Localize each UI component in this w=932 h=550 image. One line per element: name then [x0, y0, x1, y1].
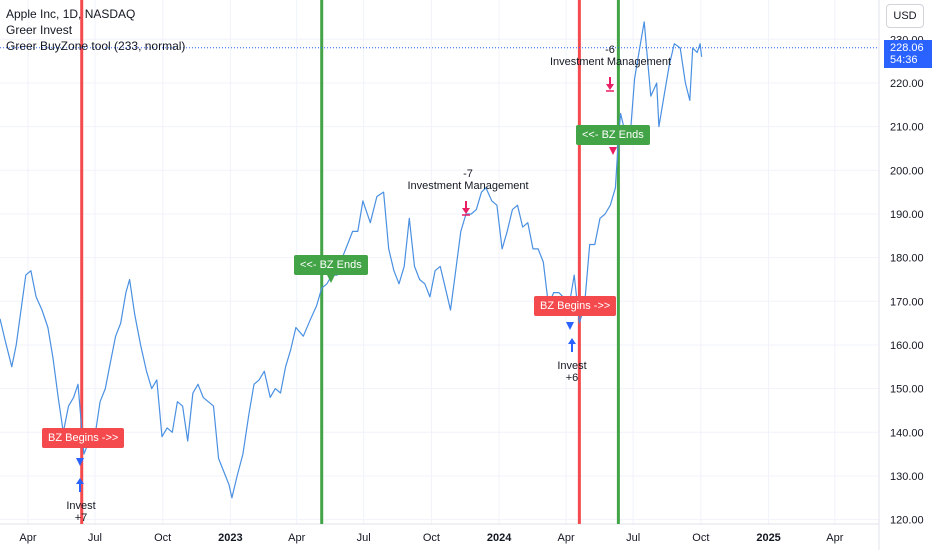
im-annotation-2: -6 Investment Management	[550, 44, 672, 68]
bz-ends-label-2: <<- BZ Ends	[576, 125, 650, 145]
x-tick-label: Apr	[19, 532, 36, 544]
invest-title-2: Invest	[557, 360, 587, 372]
bz-begins-label-1: BZ Begins ->>	[42, 428, 125, 448]
im-num-1: -7	[463, 168, 473, 180]
y-tick-label: 190.00	[890, 209, 924, 221]
bz-begin-marker-1	[76, 458, 84, 466]
x-tick-label: Oct	[154, 532, 171, 544]
im-arrow-2	[606, 77, 614, 92]
invest-annotation-1: Invest +7	[64, 500, 98, 524]
arrow-head	[462, 208, 470, 214]
chart-legend: Apple Inc, 1D, NASDAQ Greer Invest Greer…	[6, 6, 185, 54]
current-price-value: 228.06	[890, 41, 924, 54]
y-tick-label: 140.00	[890, 427, 924, 439]
x-tick-label: Jul	[88, 532, 102, 544]
invest-annotation-2: Invest +6	[555, 360, 589, 384]
indicator-greer-invest[interactable]: Greer Invest	[6, 23, 73, 37]
grid	[0, 0, 879, 524]
signal-markers	[76, 77, 617, 492]
y-axis: 120.00 130.00 140.00 150.00 160.00 170.00 180.…	[890, 34, 924, 526]
im-arrow-1	[462, 201, 470, 216]
y-tick-label: 160.00	[890, 340, 924, 352]
currency-button[interactable]: USD	[886, 4, 924, 28]
indicator-greer-buyzone[interactable]: Greer BuyZone tool (233, normal)	[6, 39, 186, 53]
y-tick-label: 130.00	[890, 471, 924, 483]
x-tick-label: 2024	[487, 532, 512, 544]
bar-countdown: 54:36	[890, 53, 918, 66]
arrow-head	[568, 338, 576, 344]
x-tick-label: Apr	[558, 532, 575, 544]
x-tick-label: Jul	[626, 532, 640, 544]
bz-end-marker-2	[609, 147, 617, 155]
x-tick-label: Oct	[423, 532, 440, 544]
invest-arrow-2	[568, 338, 576, 352]
im-title-2: Investment Management	[550, 56, 672, 68]
x-tick-label: Apr	[826, 532, 843, 544]
y-tick-label: 170.00	[890, 296, 924, 308]
invest-arrow-1	[76, 478, 84, 492]
bz-ends-label-1: <<- BZ Ends	[294, 255, 368, 275]
invest-title-1: Invest	[66, 500, 96, 512]
x-axis: Apr Jul Oct 2023 Apr Jul Oct 2024 Apr Jul Oct 2025 A…	[19, 532, 843, 544]
x-tick-label: 2023	[218, 532, 242, 544]
im-annotation-1: -7 Investment Management	[406, 168, 530, 192]
y-tick-label: 200.00	[890, 165, 924, 177]
x-tick-label: 2025	[756, 532, 780, 544]
price-series-line	[0, 21, 703, 499]
symbol-title[interactable]: Apple Inc, 1D, NASDAQ	[6, 7, 136, 21]
arrow-head	[606, 84, 614, 90]
y-tick-label: 180.00	[890, 253, 924, 265]
im-title-1: Investment Management	[407, 180, 529, 192]
bz-end-marker-1	[327, 275, 335, 283]
invest-num-1: +7	[74, 512, 88, 524]
bz-begin-marker-2	[566, 322, 574, 330]
im-num-2: -6	[605, 44, 615, 56]
y-tick-label: 120.00	[890, 515, 924, 527]
arrow-head	[76, 478, 84, 484]
y-tick-label: 150.00	[890, 384, 924, 396]
x-tick-label: Oct	[692, 532, 709, 544]
current-price-tag: 228.06 54:36	[884, 39, 932, 68]
bz-begins-label-2: BZ Begins ->>	[534, 296, 617, 316]
y-tick-label: 210.00	[890, 122, 924, 134]
x-tick-label: Jul	[357, 532, 371, 544]
invest-num-2: +6	[565, 372, 579, 384]
x-tick-label: Apr	[288, 532, 305, 544]
y-tick-label: 220.00	[890, 78, 924, 90]
